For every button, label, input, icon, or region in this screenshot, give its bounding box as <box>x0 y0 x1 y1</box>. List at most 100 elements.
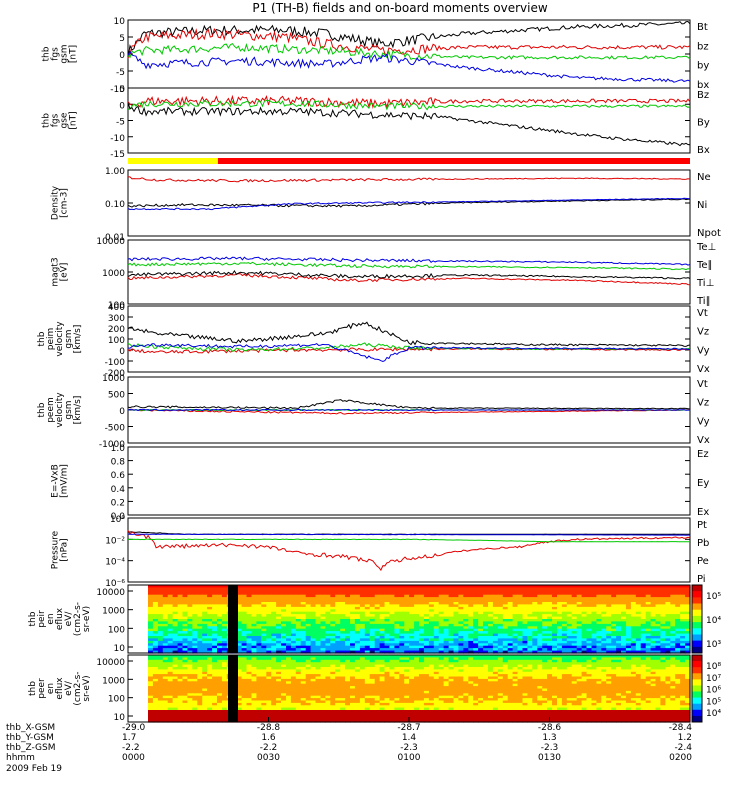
spectrogram-cell <box>354 648 361 652</box>
spectrogram-cell <box>152 609 159 613</box>
spectrogram-cell <box>670 662 676 666</box>
ylabel-line: gsm <box>64 400 74 419</box>
spectrogram-cell <box>438 604 445 608</box>
spectrogram-cell <box>256 671 262 675</box>
panel-frame <box>127 87 691 154</box>
spectrogram-cell <box>527 678 533 682</box>
spectrogram-cell <box>517 626 523 630</box>
spectrogram-cell <box>419 688 425 692</box>
spectrogram-cell <box>581 628 588 632</box>
ytick-label: -1000 <box>99 440 125 450</box>
spectrogram-cell <box>305 606 312 610</box>
spectrogram-cell <box>581 669 588 673</box>
ylabel-line: Pressure <box>51 530 61 569</box>
spectrogram-cell <box>606 667 612 670</box>
spectrogram-cell <box>251 638 257 642</box>
spectrogram-cell <box>507 589 514 593</box>
spectrogram-cell <box>630 643 637 647</box>
spectrogram-cell <box>625 609 632 613</box>
spectrogram-cell <box>685 636 691 639</box>
spectrogram-cell <box>502 667 509 670</box>
spectrogram-cell <box>177 650 184 654</box>
spectrogram-cell <box>492 657 499 661</box>
spectrogram-cell <box>315 676 321 680</box>
spectrogram-cell <box>197 614 203 618</box>
spectrogram-cell <box>261 585 267 588</box>
spectrogram-cell <box>453 606 459 610</box>
spectrogram-cell <box>611 640 617 644</box>
spectrogram-cell <box>625 633 632 637</box>
spectrogram-cell <box>640 674 647 678</box>
spectrogram-cell <box>438 609 445 613</box>
colorbar-tick-label: 10⁴ <box>706 616 721 626</box>
legend-Npot: Npot <box>697 228 721 239</box>
spectrogram-cell <box>197 636 203 639</box>
spectrogram-cell <box>419 636 425 639</box>
spectrogram-cell <box>532 678 538 682</box>
spectrogram-cell <box>419 669 425 673</box>
spectrogram-cell <box>330 657 336 661</box>
spectrogram-cell <box>202 674 208 678</box>
spectrogram-cell <box>517 683 523 687</box>
spectrogram-cell <box>443 621 450 625</box>
spectrogram-cell <box>389 626 395 630</box>
spectrogram-cell <box>571 628 578 632</box>
spectrogram-cell <box>251 631 257 635</box>
spectrogram-cell <box>315 667 321 670</box>
spectrogram-cell <box>473 616 479 620</box>
spectrogram-cell <box>581 683 588 687</box>
spectrogram-cell <box>621 648 627 652</box>
ytick-label: 0 <box>119 407 125 417</box>
spectrogram-cell <box>167 643 174 647</box>
ylabel-line: [km/s] <box>73 396 83 425</box>
spectrogram-cell <box>611 628 617 632</box>
spectrogram-cell <box>517 628 523 632</box>
spectrogram-cell <box>404 616 410 620</box>
spectrogram-cell <box>236 614 243 618</box>
spectrogram-cell <box>675 616 681 620</box>
spectrogram-cell <box>374 621 381 625</box>
spectrogram-cell <box>532 648 538 652</box>
spectrogram-cell <box>212 655 218 658</box>
spectrogram-cell <box>680 636 686 639</box>
spectrogram-cell <box>571 674 578 678</box>
ylabel-line: velocity <box>55 392 65 428</box>
spectrogram-cell <box>655 616 661 620</box>
spectrogram-cell <box>217 650 223 654</box>
spectrogram-cell <box>561 594 568 598</box>
spectrogram-cell <box>172 650 179 654</box>
spectrogram-cell <box>419 587 425 591</box>
spectrogram-cell <box>409 671 415 675</box>
spectrogram-cell <box>640 659 647 663</box>
spectrogram-cell <box>404 638 410 642</box>
spectrogram-cell <box>517 645 523 649</box>
spectrogram-cell <box>625 640 632 644</box>
spectrogram-cell <box>364 594 371 598</box>
spectrogram-cell <box>202 643 208 647</box>
spectrogram-cell <box>261 623 267 627</box>
spectrogram-cell <box>256 676 262 680</box>
spectrogram-cell <box>236 643 243 647</box>
spectrogram-cell <box>685 611 691 615</box>
spectrogram-cell <box>517 667 523 670</box>
spectrogram-cell <box>645 662 652 666</box>
spectrogram-cell <box>675 621 681 625</box>
spectrogram-cell <box>448 619 455 622</box>
spectrogram-cell <box>295 587 302 591</box>
spectrogram-cell <box>404 686 410 690</box>
ytick-label: 10⁻⁴ <box>105 558 125 568</box>
spectrogram-cell <box>315 686 321 690</box>
spectrogram-cell <box>197 592 203 596</box>
spectrogram-cell <box>246 633 252 637</box>
spectrogram-cell <box>611 585 617 588</box>
spectrogram-cell <box>399 604 405 608</box>
spectrogram-cell <box>389 645 395 649</box>
legend-Pi: Pi <box>697 574 706 585</box>
ytick-label: 1000 <box>102 607 125 617</box>
spectrogram-cell <box>458 664 464 668</box>
spectrogram-cell <box>399 671 405 675</box>
spectrogram-cell <box>497 621 504 625</box>
spectrogram-cell <box>157 619 164 622</box>
spectrogram-cell <box>670 686 676 690</box>
colorbar-swatch <box>692 591 702 598</box>
